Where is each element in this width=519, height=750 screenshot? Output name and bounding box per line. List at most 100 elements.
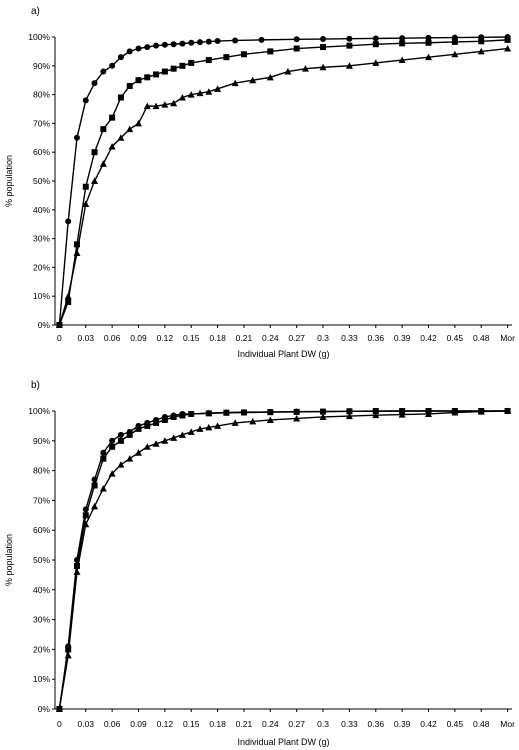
series-line-triangle [58, 410, 508, 710]
data-point-triangle [99, 484, 107, 492]
data-point-triangle [161, 437, 169, 444]
y-tick-label: 20% [33, 262, 50, 272]
series-triangle [55, 407, 512, 712]
data-point-square [117, 437, 124, 444]
x-tick-label: 0.21 [236, 719, 253, 729]
x-tick-label: 0.33 [341, 719, 358, 729]
data-point-triangle [152, 102, 160, 110]
x-tick-label: 0.36 [368, 333, 385, 343]
data-point-square [478, 38, 485, 45]
series-square [56, 36, 511, 328]
data-point-triangle [108, 142, 116, 150]
data-point-square [135, 77, 142, 84]
data-point-square [293, 408, 300, 415]
data-point-circle [82, 97, 89, 104]
data-point-circle [109, 437, 116, 444]
series-line-circle [58, 410, 508, 710]
data-point-triangle [345, 62, 353, 69]
data-point-circle [179, 40, 186, 47]
data-point-triangle [108, 470, 116, 477]
data-point-square [504, 36, 511, 43]
data-point-triangle [398, 56, 406, 64]
data-point-square [293, 45, 300, 52]
data-point-square [144, 422, 151, 429]
data-point-triangle [372, 59, 380, 66]
data-point-triangle [187, 428, 195, 435]
x-axis-title: Individual Plant DW (g) [237, 737, 329, 747]
y-tick-label: 70% [33, 118, 50, 128]
data-point-circle [117, 54, 124, 61]
data-point-triangle [55, 321, 63, 328]
data-point-square [346, 408, 353, 415]
x-tick-label: 0 [57, 719, 62, 729]
y-tick-label: 70% [33, 495, 50, 505]
x-tick-label: 0.18 [209, 719, 226, 729]
data-point-square [91, 149, 98, 156]
data-point-circle [109, 62, 116, 69]
data-point-circle [100, 449, 107, 456]
data-point-triangle [99, 160, 107, 167]
data-point-square [240, 409, 247, 416]
x-tick-label: 0.48 [473, 333, 490, 343]
data-point-circle [258, 36, 265, 43]
data-point-triangle [196, 89, 204, 97]
y-tick-label: 60% [33, 147, 50, 157]
x-tick-label: 0.42 [420, 719, 437, 729]
data-point-square [179, 412, 186, 419]
data-point-square [267, 409, 274, 416]
x-tick-label: 0.09 [130, 333, 147, 343]
data-point-triangle [64, 651, 72, 659]
panel-label: b) [31, 380, 40, 391]
y-tick-label: 50% [33, 176, 50, 186]
data-point-square [91, 482, 98, 489]
series-square [56, 408, 511, 712]
x-tick-label: 0.12 [157, 333, 174, 343]
data-point-circle [73, 134, 80, 141]
data-point-square [188, 59, 195, 66]
data-point-circle [135, 45, 142, 52]
data-point-triangle [231, 419, 239, 426]
data-point-square [451, 38, 458, 45]
x-tick-label: 0 [57, 333, 62, 343]
data-point-square [117, 94, 124, 101]
data-point-triangle [231, 79, 239, 87]
x-tick-label: 0.06 [104, 719, 121, 729]
data-point-square [320, 408, 327, 415]
data-point-square [144, 74, 151, 81]
data-point-triangle [117, 134, 125, 141]
data-point-triangle [55, 705, 63, 712]
data-point-circle [346, 35, 353, 42]
data-point-square [100, 126, 107, 133]
x-tick-label: 0.06 [104, 333, 121, 343]
y-tick-label: 0% [38, 704, 51, 714]
data-point-triangle [249, 76, 257, 84]
x-tick-label: 0.03 [77, 333, 94, 343]
data-point-square [126, 431, 133, 438]
data-point-triangle [451, 50, 459, 58]
data-point-circle [399, 35, 406, 42]
data-point-triangle [205, 88, 213, 95]
x-tick-label: 0.09 [130, 719, 147, 729]
data-point-triangle [161, 101, 169, 108]
data-point-triangle [178, 93, 186, 101]
series-line-square [58, 39, 508, 326]
x-tick-label: 0.15 [183, 333, 200, 343]
data-point-square [372, 41, 379, 48]
data-point-triangle [170, 99, 178, 107]
data-point-triangle [477, 408, 485, 415]
data-point-circle [126, 48, 133, 55]
series-line-square [58, 410, 508, 710]
data-point-triangle [82, 520, 90, 528]
data-point-triangle [91, 177, 99, 184]
data-point-triangle [134, 119, 142, 127]
y-axis-title: % population [4, 534, 14, 586]
data-point-circle [214, 38, 221, 45]
data-point-triangle [319, 413, 327, 420]
data-point-circle [188, 39, 195, 46]
y-tick-label: 50% [33, 555, 50, 565]
data-point-triangle [214, 422, 222, 429]
x-tick-label: 0.27 [288, 333, 305, 343]
data-point-triangle [196, 425, 204, 432]
data-point-square [223, 409, 230, 416]
x-tick-label: 0.15 [183, 719, 200, 729]
